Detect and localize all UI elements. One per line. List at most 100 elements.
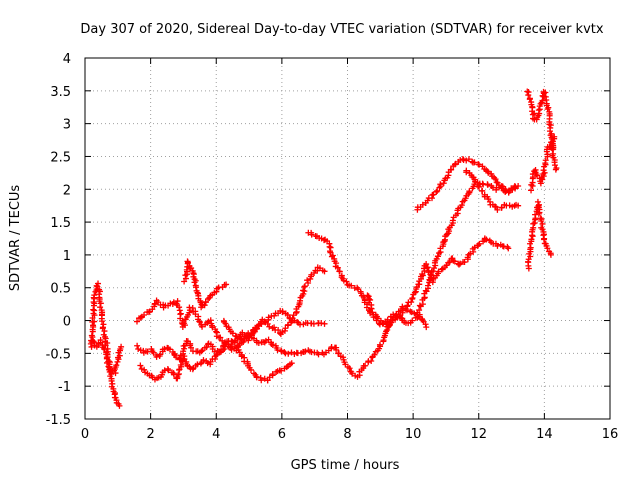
data-point	[213, 351, 220, 358]
data-point	[187, 344, 194, 351]
x-tick-label: 8	[343, 427, 351, 442]
data-point	[261, 318, 268, 325]
x-tick-label: 12	[470, 427, 487, 442]
data-point	[90, 338, 97, 345]
data-point	[88, 332, 95, 339]
y-tick-label: 3	[63, 118, 71, 133]
data-point	[218, 346, 225, 353]
data-point	[535, 107, 542, 114]
x-axis-label: GPS time / hours	[291, 458, 400, 473]
data-point	[103, 359, 110, 366]
data-point	[133, 318, 140, 325]
data-point	[416, 302, 423, 309]
data-point	[90, 306, 97, 313]
data-point	[217, 334, 224, 341]
data-point	[534, 198, 541, 205]
data-point	[285, 350, 292, 357]
data-point	[264, 377, 271, 384]
data-point	[194, 361, 201, 368]
data-point	[269, 371, 276, 378]
data-point	[329, 252, 336, 259]
data-point	[551, 162, 558, 169]
data-point	[91, 318, 98, 325]
data-point	[459, 156, 466, 163]
data-point	[537, 180, 544, 187]
data-point	[376, 321, 383, 328]
data-point	[492, 176, 499, 183]
data-point	[228, 338, 235, 345]
data-point	[196, 318, 203, 325]
data-point	[308, 231, 315, 238]
data-point	[485, 169, 492, 176]
data-point	[91, 292, 98, 299]
data-point	[494, 206, 501, 213]
data-point	[451, 258, 458, 265]
data-point	[108, 377, 115, 384]
data-point	[346, 365, 353, 372]
series-track-5	[137, 338, 295, 384]
y-tick-label: 1.5	[50, 216, 71, 231]
data-point	[476, 161, 483, 168]
data-point	[334, 264, 341, 271]
y-tick-label: -1	[58, 380, 71, 395]
data-point	[289, 315, 296, 322]
data-point	[166, 346, 173, 353]
data-point	[177, 362, 184, 369]
series-track-9	[364, 235, 512, 330]
data-point	[118, 343, 125, 350]
data-point	[528, 187, 535, 194]
data-point	[281, 349, 288, 356]
data-point	[288, 318, 295, 325]
data-point	[448, 166, 455, 173]
data-point	[379, 320, 386, 327]
data-point	[515, 202, 522, 209]
data-point	[538, 217, 545, 224]
data-point	[283, 364, 290, 371]
data-point	[475, 183, 482, 190]
data-point	[434, 253, 441, 260]
data-point	[422, 321, 429, 328]
data-point	[362, 362, 369, 369]
data-point	[368, 357, 375, 364]
data-point	[101, 328, 108, 335]
y-axis-label: SDTVAR / TECUs	[8, 185, 23, 292]
data-point	[278, 348, 285, 355]
data-point	[483, 236, 490, 243]
data-point	[221, 319, 228, 326]
x-tick-label: 10	[405, 427, 422, 442]
x-tick-label: 6	[278, 427, 286, 442]
y-tick-label: 4	[63, 52, 71, 67]
data-point	[411, 310, 418, 317]
data-point	[279, 309, 286, 316]
data-point	[321, 268, 328, 275]
data-point	[404, 302, 411, 309]
data-points	[87, 88, 560, 409]
data-point	[184, 259, 191, 266]
series-track-7	[220, 264, 328, 344]
data-point	[315, 351, 322, 358]
data-point	[449, 217, 456, 224]
data-point	[437, 181, 444, 188]
y-tick-label: -0.5	[46, 347, 71, 362]
data-point	[471, 244, 478, 251]
data-point	[97, 300, 104, 307]
y-tick-label: -1.5	[46, 413, 71, 428]
data-point	[223, 281, 230, 288]
data-point	[376, 341, 383, 348]
data-point	[248, 330, 255, 337]
data-point	[505, 245, 512, 252]
data-point	[552, 166, 559, 173]
data-point	[484, 181, 491, 188]
data-point	[173, 354, 180, 361]
data-point	[374, 315, 381, 322]
data-point	[305, 279, 312, 286]
data-point	[318, 320, 325, 327]
data-point	[476, 240, 483, 247]
data-point	[465, 156, 472, 163]
data-point	[239, 329, 246, 336]
data-point	[383, 328, 390, 335]
data-point	[222, 320, 229, 327]
data-point	[336, 268, 343, 275]
data-point	[539, 220, 546, 227]
data-point	[433, 188, 440, 195]
